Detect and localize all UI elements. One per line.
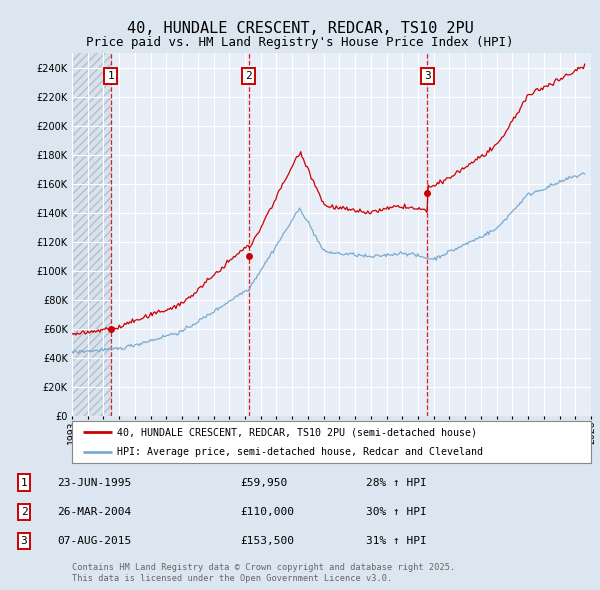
Text: Price paid vs. HM Land Registry's House Price Index (HPI): Price paid vs. HM Land Registry's House … xyxy=(86,36,514,49)
Text: 3: 3 xyxy=(424,71,431,81)
Text: 40, HUNDALE CRESCENT, REDCAR, TS10 2PU: 40, HUNDALE CRESCENT, REDCAR, TS10 2PU xyxy=(127,21,473,36)
Text: 31% ↑ HPI: 31% ↑ HPI xyxy=(366,536,427,546)
Text: HPI: Average price, semi-detached house, Redcar and Cleveland: HPI: Average price, semi-detached house,… xyxy=(117,447,483,457)
Text: 23-JUN-1995: 23-JUN-1995 xyxy=(57,477,131,487)
Text: 3: 3 xyxy=(20,536,28,546)
Text: 2: 2 xyxy=(245,71,252,81)
Text: 1: 1 xyxy=(20,477,28,487)
Text: This data is licensed under the Open Government Licence v3.0.: This data is licensed under the Open Gov… xyxy=(72,573,392,583)
Bar xyxy=(72,53,111,416)
Text: 1: 1 xyxy=(107,71,114,81)
Text: £153,500: £153,500 xyxy=(240,536,294,546)
Text: 26-MAR-2004: 26-MAR-2004 xyxy=(57,507,131,517)
Text: 2: 2 xyxy=(20,507,28,517)
Text: £59,950: £59,950 xyxy=(240,477,287,487)
Text: Contains HM Land Registry data © Crown copyright and database right 2025.: Contains HM Land Registry data © Crown c… xyxy=(72,563,455,572)
Text: 28% ↑ HPI: 28% ↑ HPI xyxy=(366,477,427,487)
Text: 30% ↑ HPI: 30% ↑ HPI xyxy=(366,507,427,517)
Text: £110,000: £110,000 xyxy=(240,507,294,517)
Text: 07-AUG-2015: 07-AUG-2015 xyxy=(57,536,131,546)
Text: 40, HUNDALE CRESCENT, REDCAR, TS10 2PU (semi-detached house): 40, HUNDALE CRESCENT, REDCAR, TS10 2PU (… xyxy=(117,427,477,437)
